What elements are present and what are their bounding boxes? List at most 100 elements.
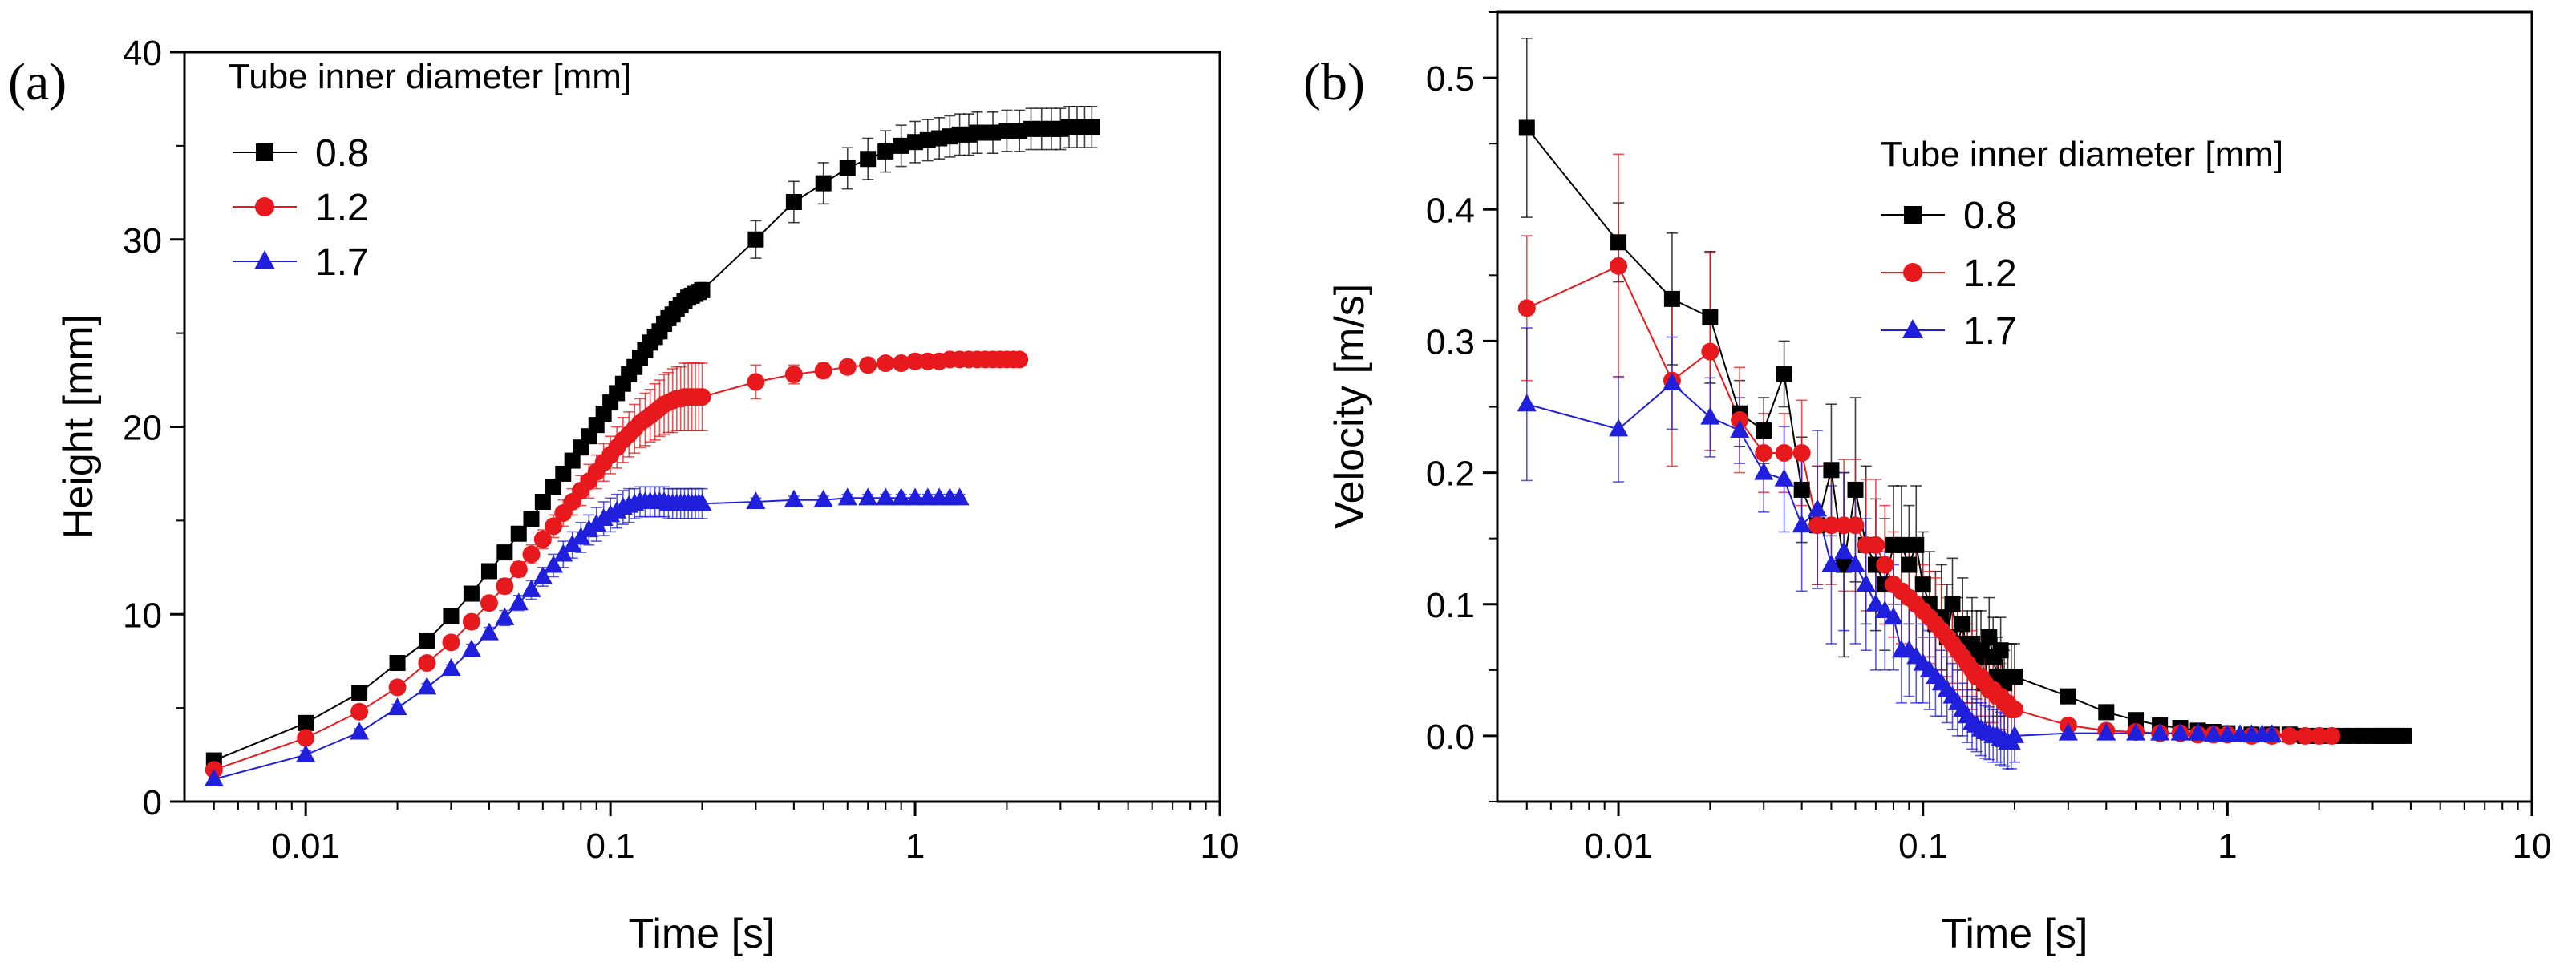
data-point [907,134,924,151]
panel-b: (b) 0.01 0.1 1 10 0.0 0.1 0.2 0.3 0.4 0.5 Time [s… [1303,10,2551,957]
data-point [2280,726,2299,745]
data-point [522,545,541,564]
data-point [2007,669,2023,685]
data-point [389,655,406,672]
data-point [1662,372,1682,390]
y-tick-label-b: 0.2 [1426,455,1475,494]
legend-marker-b-2 [1902,319,1923,338]
data-point [1808,499,1828,517]
data-point [877,143,894,160]
data-point [1700,406,1720,425]
data-point [877,354,895,373]
data-point [419,632,435,649]
data-point [998,123,1015,139]
x-axis-label-b: Time [s] [1942,911,2088,957]
y-tick-label-b: 0.5 [1426,59,1475,99]
data-point [534,494,551,510]
data-point [2058,722,2078,741]
data-point [1893,536,1910,553]
y-tick-label-a: 20 [123,409,162,448]
data-point [1954,616,1971,633]
data-point [1609,418,1629,437]
data-point [496,544,513,561]
data-point [694,281,711,298]
legend-marker-a-1 [255,197,274,216]
y-tick-label-a: 0 [143,783,162,823]
data-point [2096,722,2116,741]
x-tick-label-a: 1 [905,827,925,866]
y-tick-label-b: 0.1 [1426,586,1475,625]
series-line-1.2 [213,358,1020,771]
data-point [693,388,711,406]
data-point [2188,722,2208,741]
data-point [2396,727,2412,744]
y-tick-label-a: 30 [123,221,162,261]
x-tick-label-a: 10 [1201,827,1240,866]
data-point [533,530,552,548]
data-point [2006,701,2023,719]
data-point [555,465,572,482]
data-point [859,356,877,374]
data-point [1517,299,1536,317]
data-point [2170,722,2190,741]
data-point [2150,722,2170,741]
legend-item-a-1: 1.2 [233,187,369,229]
data-point [1775,443,1793,462]
data-point [523,511,540,527]
data-point [1823,462,1840,479]
data-point [747,231,764,248]
data-point [387,697,407,716]
legend-marker-b-0 [1904,206,1922,224]
data-point [1792,443,1811,462]
data-point [813,489,833,507]
legend-label-b-2: 1.7 [1963,310,2017,353]
data-point [1610,234,1627,251]
data-point [1808,516,1827,535]
data-point [2126,722,2146,741]
data-point [858,487,878,506]
data-point [496,577,514,596]
x-axis-label-a: Time [s] [629,911,776,957]
y-axis-label-b: Velocity [m/s] [1326,284,1373,529]
data-point [2323,726,2341,745]
data-point [1730,420,1750,439]
data-point [1774,468,1794,487]
y-axis-label-a: Height [mm] [55,314,102,539]
legend-label-a-0: 0.8 [315,132,369,175]
data-point [443,608,460,624]
data-point [2005,725,2024,743]
data-point [746,491,766,509]
data-point [838,358,857,376]
data-point [553,544,573,562]
data-point [1856,574,1876,592]
data-point [1908,536,1925,553]
data-point [692,493,712,511]
data-point [296,744,316,762]
data-point [351,685,368,701]
data-point [1901,556,1918,573]
data-point [1517,394,1537,412]
data-point [495,607,515,625]
data-point [545,517,563,536]
data-point [969,124,986,141]
data-point [462,612,480,631]
data-point [1846,516,1865,535]
data-point [784,366,803,384]
markers-a [204,119,1100,786]
data-point [350,721,370,740]
data-point [1793,481,1810,498]
data-point [350,702,369,721]
data-point [1610,257,1628,275]
data-point [2203,724,2223,742]
data-point [2296,726,2315,745]
data-point [1701,342,1719,361]
data-point [785,194,802,210]
data-point [950,487,970,506]
data-point [1914,576,1931,593]
data-point [815,175,832,192]
data-point [837,487,857,506]
x-tick-label-a: 0.01 [271,827,340,866]
data-point [298,714,314,731]
series-line-1.7 [1526,382,2272,744]
